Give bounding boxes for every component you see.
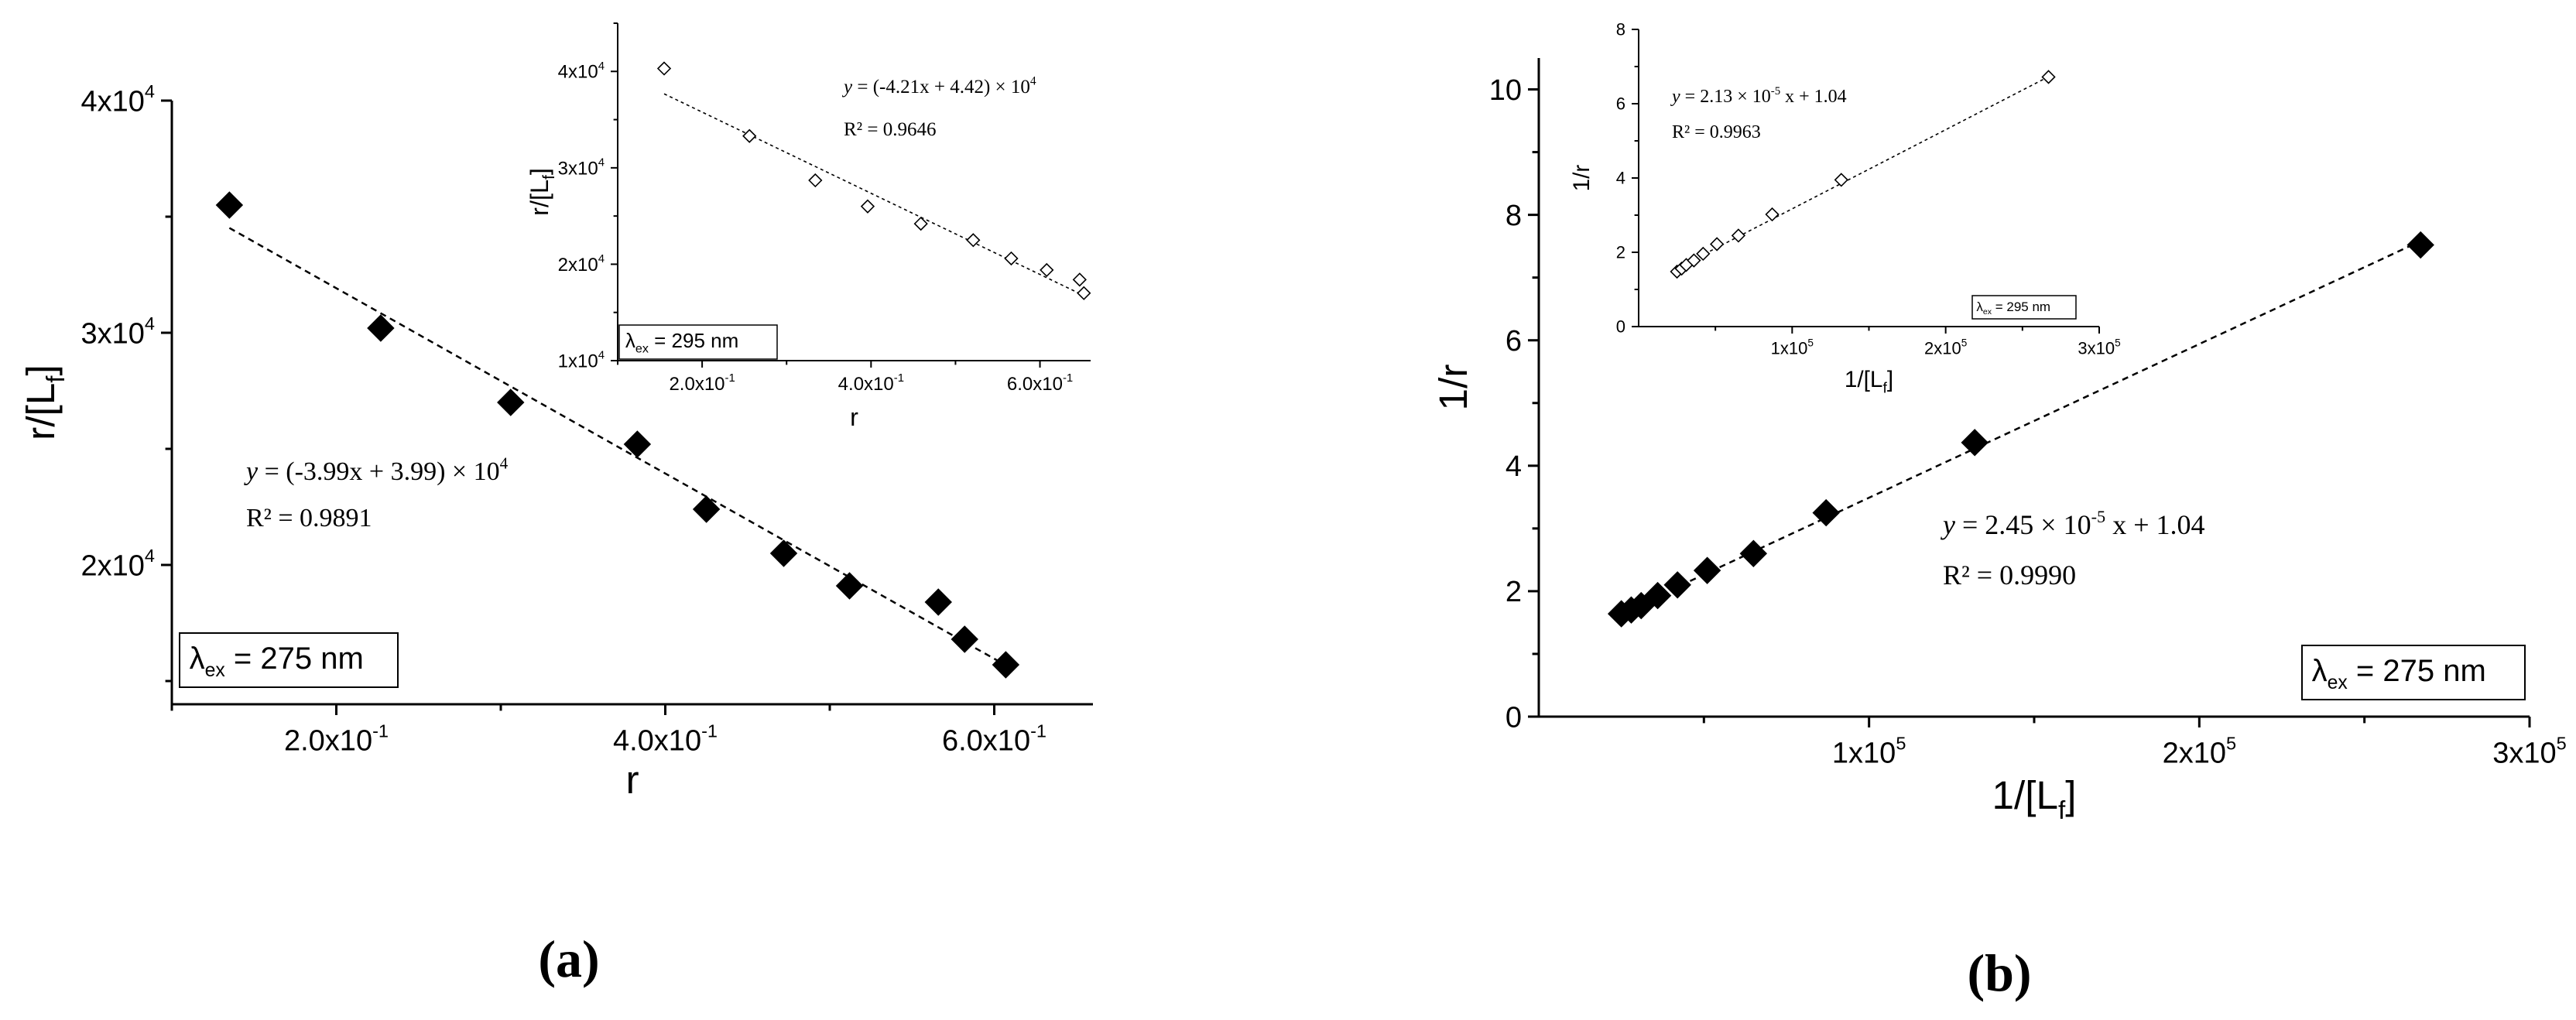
data-point [1072,272,1087,287]
legend-text: λex = 275 nm [190,642,364,681]
y-tick-label: 0 [1506,701,1522,734]
x-tick-label: 3x105 [2492,734,2567,770]
data-point [1696,246,1711,262]
data-point [992,651,1020,679]
y-tick-label: 4 [1506,450,1522,483]
data-point [742,128,757,143]
legend-box [2301,645,2526,700]
data-point [623,430,652,458]
legend-text: λex = 295 nm [625,329,738,356]
y-tick-label: 0 [1616,317,1625,337]
r-squared: R² = 0.9963 [1672,122,1761,142]
fit-equation: y = 2.13 × 10-5 x + 1.04 [1670,85,1847,107]
x-tick-label: 2x105 [1924,337,1967,358]
data-point [1077,286,1091,300]
legend-box [179,632,399,688]
y-tick-label: 6 [1616,94,1625,114]
data-point [860,199,875,214]
data-point [769,539,798,567]
legend-box [1971,295,2077,320]
data-point [497,388,525,416]
data-point [966,233,981,248]
x-axis-label: r [850,403,858,431]
y-tick-label: 4x104 [558,60,605,83]
y-tick-label: 8 [1506,200,1522,232]
fit-equation: y = (-3.99x + 3.99) × 104 [244,454,509,486]
chart-b_main: 1x105 2x105 3x105 0 2 4 6 8 10 1/[Lf] 1/r y = 2.45 … [1431,58,2567,825]
data-point [2041,70,2056,84]
data-point [1834,173,1848,187]
data-point [1739,539,1768,567]
y-axis-label: 1/r [1569,165,1595,192]
panel-b-label: (b) [1967,943,2031,1002]
x-axis-label: r [625,758,639,802]
data-point [1731,228,1746,243]
data-point [835,572,864,600]
data-point [1765,207,1780,222]
legend-text: λex = 295 nm [1976,299,2050,317]
y-axis-label: r/[Lf] [19,365,70,440]
y-tick-label: 10 [1489,74,1522,107]
data-point [951,625,978,653]
x-tick-label: 1x105 [1832,734,1906,770]
y-tick-label: 2x104 [558,253,605,276]
y-tick-label: 1x104 [558,350,605,372]
y-tick-label: 4 [1616,169,1625,188]
panel-a-label: (a) [538,929,599,988]
fit-equation: y = (-4.21x + 4.42) × 104 [841,75,1036,98]
data-point [1710,237,1725,252]
data-point [656,61,672,76]
y-tick-label: 3x104 [558,156,605,179]
data-point [367,314,395,342]
y-tick-label: 2 [1616,243,1625,262]
fit-line [228,227,1006,666]
y-tick-label: 6 [1506,325,1522,358]
chart-a_inset: 2.0x10-1 4.0x10-1 6.0x10-1 1x104 2x104 3x104 4… [526,22,1091,431]
x-tick-label: 4.0x10-1 [838,372,904,395]
x-axis-label: 1/[Lf] [1845,367,1893,396]
data-point [692,495,721,523]
data-point [1812,498,1840,527]
r-squared: R² = 0.9891 [246,504,372,532]
x-tick-label: 6.0x10-1 [942,721,1046,758]
x-axis-label: 1/[Lf] [1992,773,2076,825]
y-tick-label: 8 [1616,20,1625,39]
x-tick-label: 2x105 [2163,734,2237,770]
y-tick-label: 2 [1506,576,1522,608]
data-point [1693,556,1721,584]
x-tick-label: 1x105 [1771,337,1814,358]
r-squared: R² = 0.9990 [1943,560,2076,590]
chart-a_main: 2.0x10-1 4.0x10-1 6.0x10-1 2x104 3x104 4x104 r… [19,81,1093,802]
x-tick-label: 3x105 [2078,337,2120,358]
y-axis-label: 1/r [1431,365,1475,411]
data-point [1961,429,1989,457]
legend-box [618,324,778,360]
x-tick-label: 4.0x10-1 [613,721,718,758]
data-point [913,216,928,231]
r-squared: R² = 0.9646 [844,119,937,140]
data-point [1040,262,1054,278]
y-tick-label: 4x104 [80,81,155,118]
x-tick-label: 2.0x10-1 [669,372,735,395]
data-point [808,173,823,188]
data-point [924,588,952,616]
data-point [1687,253,1701,268]
fit-equation: y = 2.45 × 10-5 x + 1.04 [1941,507,2205,540]
legend-text: λex = 275 nm [2312,654,2486,693]
y-axis-label: r/[Lf] [526,168,558,216]
chart-b_inset: 1x105 2x105 3x105 0 2 4 6 8 1/[Lf] 1/r y = 2.13 × … [1569,20,2121,397]
y-tick-label: 2x104 [80,546,155,582]
data-point [1663,571,1691,599]
data-point [215,191,244,219]
x-tick-label: 6.0x10-1 [1007,372,1073,395]
data-point [2406,231,2434,259]
data-point [1643,581,1672,610]
x-tick-label: 2.0x10-1 [284,721,389,758]
data-point [1004,251,1019,266]
y-tick-label: 3x104 [80,313,155,350]
